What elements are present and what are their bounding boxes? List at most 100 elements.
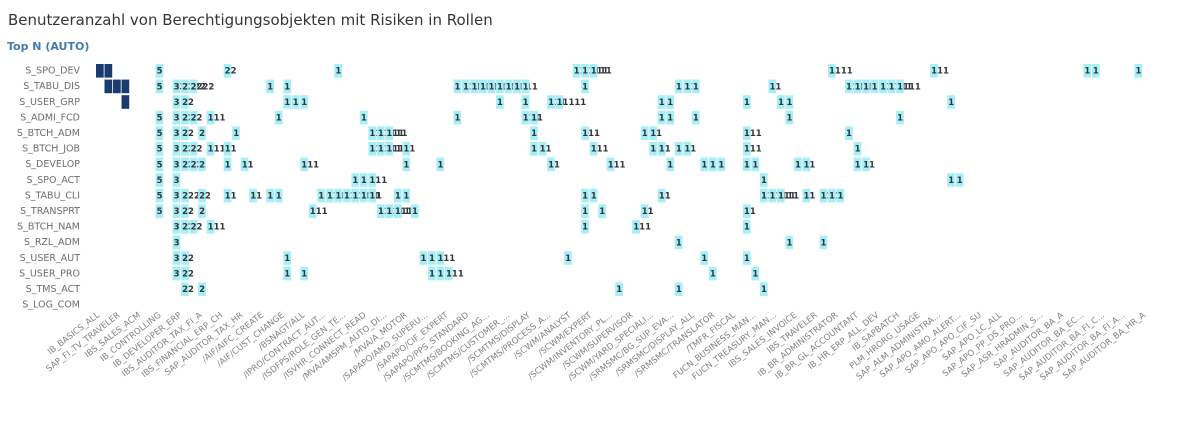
- heatmap-cell[interactable]: [198, 204, 206, 218]
- heatmap-cell[interactable]: [300, 95, 308, 109]
- heatmap-cell[interactable]: [530, 126, 538, 140]
- heatmap-cell[interactable]: [853, 79, 862, 94]
- heatmap-cell[interactable]: [155, 126, 164, 140]
- heatmap-cell[interactable]: [606, 157, 615, 172]
- heatmap-cell[interactable]: [649, 142, 657, 156]
- heatmap-cell[interactable]: [198, 126, 206, 140]
- heatmap-cell[interactable]: [274, 110, 283, 125]
- heatmap-cell[interactable]: [189, 157, 198, 172]
- heatmap-cell[interactable]: [155, 110, 164, 125]
- heatmap-cell[interactable]: [436, 157, 445, 172]
- heatmap-cell[interactable]: [879, 79, 887, 94]
- heatmap-cell[interactable]: [581, 220, 589, 234]
- heatmap-cell[interactable]: [691, 79, 700, 94]
- heatmap-cell[interactable]: [640, 126, 649, 140]
- heatmap-cell[interactable]: [206, 220, 215, 234]
- heatmap-cell[interactable]: [657, 110, 666, 125]
- heatmap-cell[interactable]: [819, 188, 828, 203]
- heatmap-cell[interactable]: [759, 188, 768, 203]
- heatmap-cell[interactable]: [189, 220, 198, 234]
- heatmap-cell[interactable]: [376, 126, 385, 140]
- heatmap-cell[interactable]: [181, 266, 189, 281]
- heatmap-cell[interactable]: [742, 142, 751, 156]
- heatmap-cell[interactable]: [198, 157, 206, 172]
- heatmap-cell[interactable]: [802, 157, 811, 172]
- heatmap-cell[interactable]: [172, 110, 181, 125]
- heatmap-cell[interactable]: [181, 110, 189, 125]
- heatmap-cell[interactable]: [351, 173, 360, 187]
- heatmap-cell[interactable]: [334, 64, 343, 78]
- heatmap-cell[interactable]: [198, 188, 206, 203]
- heatmap-cell[interactable]: [113, 79, 121, 94]
- heatmap-cell[interactable]: [572, 64, 581, 78]
- heatmap-cell[interactable]: [325, 188, 334, 203]
- heatmap-cell[interactable]: [376, 204, 385, 218]
- heatmap-cell[interactable]: [802, 188, 811, 203]
- heatmap-cell[interactable]: [1091, 64, 1100, 78]
- heatmap-cell[interactable]: [359, 110, 368, 125]
- heatmap-cell[interactable]: [121, 95, 130, 109]
- heatmap-cell[interactable]: [181, 157, 189, 172]
- heatmap-cell[interactable]: [845, 126, 853, 140]
- heatmap-cell[interactable]: [640, 204, 649, 218]
- heatmap-cell[interactable]: [189, 110, 198, 125]
- heatmap-cell[interactable]: [828, 188, 836, 203]
- heatmap-cell[interactable]: [504, 79, 513, 94]
- heatmap-cell[interactable]: [581, 204, 589, 218]
- heatmap-cell[interactable]: [155, 157, 164, 172]
- heatmap-cell[interactable]: [759, 282, 768, 296]
- heatmap-cell[interactable]: [896, 110, 904, 125]
- heatmap-cell[interactable]: [776, 188, 785, 203]
- heatmap-cell[interactable]: [700, 251, 709, 265]
- heatmap-cell[interactable]: [121, 79, 130, 94]
- heatmap-cell[interactable]: [1134, 64, 1143, 78]
- heatmap-cell[interactable]: [172, 142, 181, 156]
- heatmap-cell[interactable]: [368, 188, 377, 203]
- heatmap-cell[interactable]: [402, 188, 411, 203]
- heatmap-cell[interactable]: [666, 110, 675, 125]
- heatmap-cell[interactable]: [768, 188, 777, 203]
- heatmap-cell[interactable]: [155, 204, 164, 218]
- heatmap-cell[interactable]: [581, 126, 589, 140]
- heatmap-cell[interactable]: [538, 142, 547, 156]
- heatmap-cell[interactable]: [334, 188, 343, 203]
- heatmap-cell[interactable]: [181, 204, 189, 218]
- heatmap-cell[interactable]: [181, 282, 189, 296]
- heatmap-cell[interactable]: [266, 188, 274, 203]
- heatmap-cell[interactable]: [836, 188, 845, 203]
- heatmap-cell[interactable]: [785, 110, 794, 125]
- heatmap-cell[interactable]: [581, 79, 589, 94]
- heatmap-cell[interactable]: [410, 204, 419, 218]
- heatmap-cell[interactable]: [657, 142, 666, 156]
- heatmap-cell[interactable]: [947, 173, 955, 187]
- heatmap-cell[interactable]: [385, 126, 394, 140]
- heatmap-cell[interactable]: [751, 266, 760, 281]
- heatmap-cell[interactable]: [181, 95, 189, 109]
- heatmap-cell[interactable]: [155, 64, 164, 78]
- heatmap-cell[interactable]: [776, 95, 785, 109]
- heatmap-cell[interactable]: [555, 95, 564, 109]
- heatmap-cell[interactable]: [181, 79, 189, 94]
- heatmap-cell[interactable]: [496, 79, 504, 94]
- heatmap-cell[interactable]: [198, 282, 206, 296]
- heatmap-cell[interactable]: [436, 266, 445, 281]
- heatmap-cell[interactable]: [521, 110, 530, 125]
- heatmap-cell[interactable]: [742, 157, 751, 172]
- heatmap-cell[interactable]: [283, 251, 291, 265]
- heatmap-cell[interactable]: [751, 157, 760, 172]
- heatmap-cell[interactable]: [444, 266, 453, 281]
- heatmap-cell[interactable]: [368, 126, 377, 140]
- heatmap-cell[interactable]: [172, 251, 181, 265]
- heatmap-cell[interactable]: [402, 142, 411, 156]
- heatmap-cell[interactable]: [223, 157, 232, 172]
- heatmap-cell[interactable]: [436, 251, 445, 265]
- heatmap-cell[interactable]: [581, 64, 589, 78]
- heatmap-cell[interactable]: [291, 95, 300, 109]
- heatmap-cell[interactable]: [742, 204, 751, 218]
- heatmap-cell[interactable]: [249, 188, 257, 203]
- heatmap-cell[interactable]: [615, 282, 623, 296]
- heatmap-cell[interactable]: [172, 188, 181, 203]
- heatmap-cell[interactable]: [785, 235, 794, 250]
- heatmap-cell[interactable]: [717, 157, 726, 172]
- heatmap-cell[interactable]: [368, 173, 377, 187]
